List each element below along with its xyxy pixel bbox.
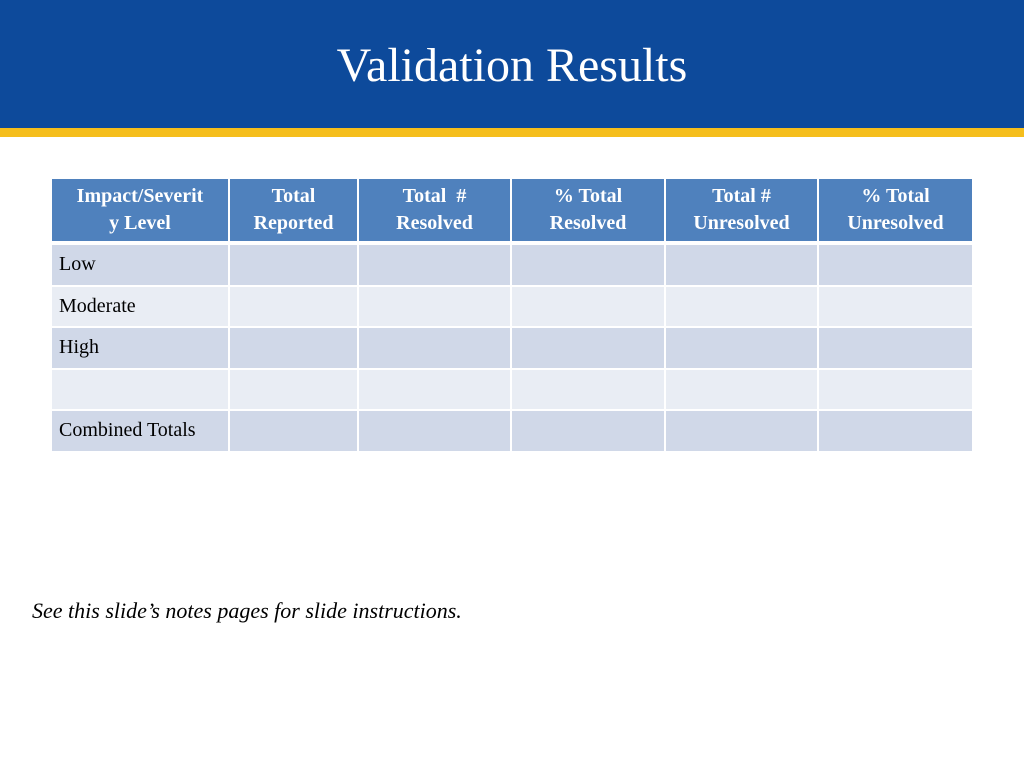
header-impact-severity-level: Impact/Severit y Level (52, 179, 230, 245)
slide-instructions-note: See this slide’s notes pages for slide i… (32, 598, 462, 623)
table-cell (512, 328, 666, 370)
row-label: Moderate (52, 286, 230, 328)
table-row: Moderate (52, 286, 972, 328)
table-cell (512, 411, 666, 453)
table-cell (819, 245, 972, 287)
table-cell (666, 411, 819, 453)
header-percent-total-resolved: % Total Resolved (512, 179, 666, 245)
table-cell (666, 328, 819, 370)
table-cell (230, 411, 359, 453)
table-cell (359, 245, 512, 287)
row-label: High (52, 328, 230, 370)
row-label: Combined Totals (52, 411, 230, 453)
validation-results-table: Impact/Severit y Level Total Reported Tota… (52, 179, 972, 453)
header-percent-total-unresolved: % Total Unresolved (819, 179, 972, 245)
table-cell (230, 245, 359, 287)
slide-header-bar (0, 0, 1024, 128)
header-total-unresolved: Total # Unresolved (666, 179, 819, 245)
table-row (52, 369, 972, 411)
table-row: Low (52, 245, 972, 287)
table-cell (819, 328, 972, 370)
header-total-reported: Total Reported (230, 179, 359, 245)
table-cell (666, 245, 819, 287)
table-cell (819, 369, 972, 411)
table-cell (359, 328, 512, 370)
table-cell (230, 328, 359, 370)
header-accent-stripe (0, 128, 1024, 137)
table-row: High (52, 328, 972, 370)
table-cell (512, 286, 666, 328)
table-row: Combined Totals (52, 411, 972, 453)
table-cell (819, 286, 972, 328)
row-label (52, 369, 230, 411)
slide-title: Validation Results (336, 39, 688, 92)
table-cell (819, 411, 972, 453)
row-label: Low (52, 245, 230, 287)
table-cell (230, 369, 359, 411)
table-cell (512, 369, 666, 411)
table-header-row: Impact/Severit y Level Total Reported Tota… (52, 179, 972, 245)
table-cell (512, 245, 666, 287)
table-cell (666, 286, 819, 328)
header-total-resolved: Total # Resolved (359, 179, 512, 245)
table-cell (359, 411, 512, 453)
table-cell (666, 369, 819, 411)
table-cell (359, 369, 512, 411)
table-cell (230, 286, 359, 328)
table-cell (359, 286, 512, 328)
